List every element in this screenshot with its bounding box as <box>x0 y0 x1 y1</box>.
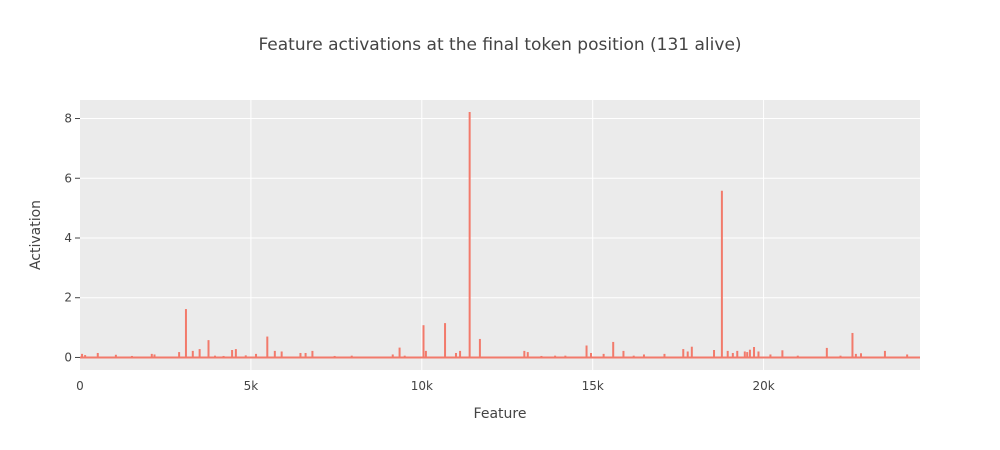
series-layer <box>80 111 920 359</box>
x-tick-label: 5k <box>244 379 259 393</box>
y-axis-ticks: 0 2 4 6 8 <box>64 112 80 364</box>
y-tick-label: 4 <box>64 231 72 245</box>
x-axis-title: Feature <box>474 406 527 422</box>
x-tick-label: 15k <box>582 379 604 393</box>
x-tick-label: 0 <box>76 379 84 393</box>
y-tick-label: 2 <box>64 291 72 305</box>
x-axis-ticks: 0 5k 10k 15k 20k <box>76 379 775 393</box>
x-tick-label: 10k <box>411 379 433 393</box>
chart-title: Feature activations at the final token p… <box>258 35 741 55</box>
y-axis-title: Activation <box>28 200 44 270</box>
plot-area <box>80 100 920 370</box>
x-tick-label: 20k <box>752 379 774 393</box>
y-tick-label: 8 <box>64 112 72 126</box>
y-tick-label: 6 <box>64 171 72 185</box>
y-tick-label: 0 <box>64 350 72 364</box>
